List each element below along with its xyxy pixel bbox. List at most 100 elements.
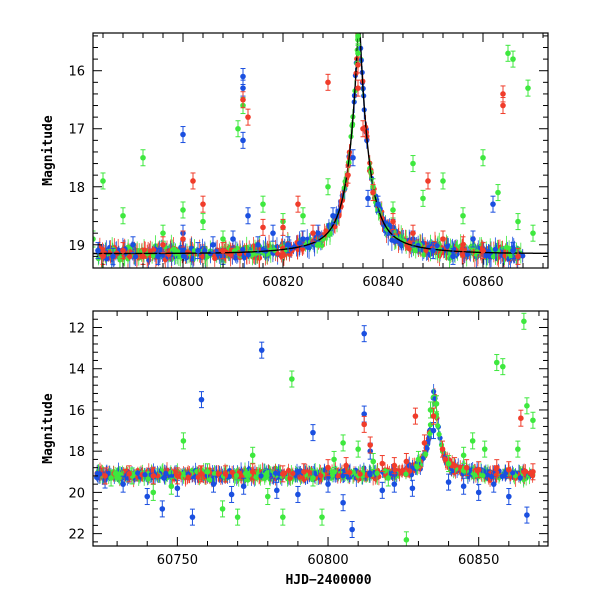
cloud-point bbox=[347, 469, 353, 476]
data-point bbox=[415, 456, 422, 463]
data-point bbox=[524, 512, 530, 518]
x-tick-label: 60850 bbox=[458, 553, 499, 568]
data-point bbox=[270, 230, 276, 236]
data-point bbox=[470, 236, 476, 242]
data-point bbox=[445, 460, 452, 467]
data-point bbox=[219, 506, 226, 512]
data-point bbox=[130, 241, 136, 248]
cloud-point bbox=[147, 248, 153, 254]
data-point bbox=[300, 212, 306, 219]
data-point bbox=[370, 458, 377, 465]
data-point bbox=[274, 487, 280, 494]
data-point bbox=[469, 438, 476, 444]
cloud-point bbox=[367, 472, 373, 478]
data-point bbox=[140, 253, 146, 260]
series-2 bbox=[102, 407, 536, 485]
y-tick-label: 18 bbox=[68, 181, 85, 196]
data-point bbox=[525, 85, 531, 91]
panel-bottom: 60750 60800 60850 12 14 16 18 20 22 Magnitude HJD−… bbox=[41, 310, 549, 588]
cloud-point bbox=[170, 246, 177, 252]
cloud-point bbox=[145, 476, 151, 482]
data-point bbox=[493, 464, 500, 471]
data-point bbox=[310, 475, 316, 481]
data-point bbox=[180, 207, 186, 213]
data-point bbox=[319, 514, 325, 520]
data-point bbox=[475, 466, 482, 473]
cloud-point bbox=[296, 240, 303, 246]
data-point bbox=[280, 514, 286, 520]
cloud-point bbox=[403, 471, 409, 477]
cloud-point bbox=[510, 470, 516, 476]
data-point bbox=[350, 154, 356, 161]
baseline-cloud bbox=[95, 33, 526, 268]
cloud-point bbox=[132, 253, 139, 260]
data-point bbox=[500, 91, 506, 97]
data-point bbox=[440, 178, 446, 184]
data-point bbox=[403, 537, 410, 543]
cloud-point bbox=[442, 456, 448, 463]
data-point bbox=[421, 440, 428, 446]
cloud-point bbox=[290, 470, 296, 477]
data-point bbox=[255, 241, 261, 248]
data-point bbox=[264, 493, 271, 500]
y-axis-label: Magnitude bbox=[41, 393, 56, 464]
data-point bbox=[240, 137, 246, 144]
data-point bbox=[420, 195, 426, 202]
cloud-point bbox=[194, 468, 200, 475]
data-point bbox=[331, 456, 337, 463]
data-point bbox=[228, 491, 235, 498]
data-point bbox=[249, 468, 256, 475]
data-point bbox=[310, 429, 316, 436]
y-tick-label: 14 bbox=[68, 363, 85, 378]
x-tick-label: 60750 bbox=[157, 553, 198, 568]
data-point bbox=[295, 201, 301, 207]
y-tick-label: 20 bbox=[68, 486, 85, 501]
data-point bbox=[430, 413, 437, 419]
cloud-point bbox=[318, 473, 324, 479]
cloud-point bbox=[486, 250, 492, 257]
data-point bbox=[433, 400, 440, 407]
series-0 bbox=[102, 325, 530, 539]
data-point bbox=[249, 452, 256, 459]
data-point bbox=[495, 189, 501, 196]
data-point bbox=[200, 201, 206, 207]
cloud-point bbox=[296, 468, 302, 475]
data-point bbox=[295, 491, 301, 498]
cloud-point bbox=[180, 253, 186, 259]
cloud-point bbox=[521, 469, 527, 475]
data-point bbox=[403, 458, 410, 465]
cloud-point bbox=[135, 470, 141, 476]
data-point bbox=[361, 330, 367, 337]
data-point bbox=[120, 212, 126, 219]
data-point bbox=[365, 195, 371, 202]
data-point bbox=[234, 514, 241, 520]
cloud-point bbox=[517, 475, 523, 481]
y-tick-label: 16 bbox=[68, 404, 85, 419]
data-point bbox=[375, 201, 381, 207]
data-point bbox=[235, 125, 241, 132]
cloud-point bbox=[229, 469, 235, 475]
data-point bbox=[355, 50, 361, 57]
data-point bbox=[315, 230, 321, 236]
cloud-point bbox=[406, 246, 412, 252]
series-2 bbox=[100, 56, 521, 265]
data-point bbox=[100, 178, 106, 184]
data-point bbox=[385, 475, 392, 481]
cloud-point bbox=[142, 472, 148, 478]
cloud-point bbox=[398, 243, 405, 249]
plot-frame bbox=[92, 310, 549, 547]
data-point bbox=[301, 468, 307, 475]
data-point bbox=[460, 483, 467, 490]
data-point bbox=[367, 442, 374, 448]
data-point bbox=[198, 396, 205, 403]
data-point bbox=[289, 376, 295, 382]
data-point bbox=[95, 247, 101, 254]
data-point bbox=[180, 131, 186, 138]
cloud-point bbox=[200, 253, 206, 260]
cloud-point bbox=[490, 253, 497, 260]
data-point bbox=[240, 483, 247, 490]
data-point bbox=[325, 464, 331, 471]
data-point bbox=[174, 485, 181, 492]
cloud-point bbox=[460, 252, 466, 259]
